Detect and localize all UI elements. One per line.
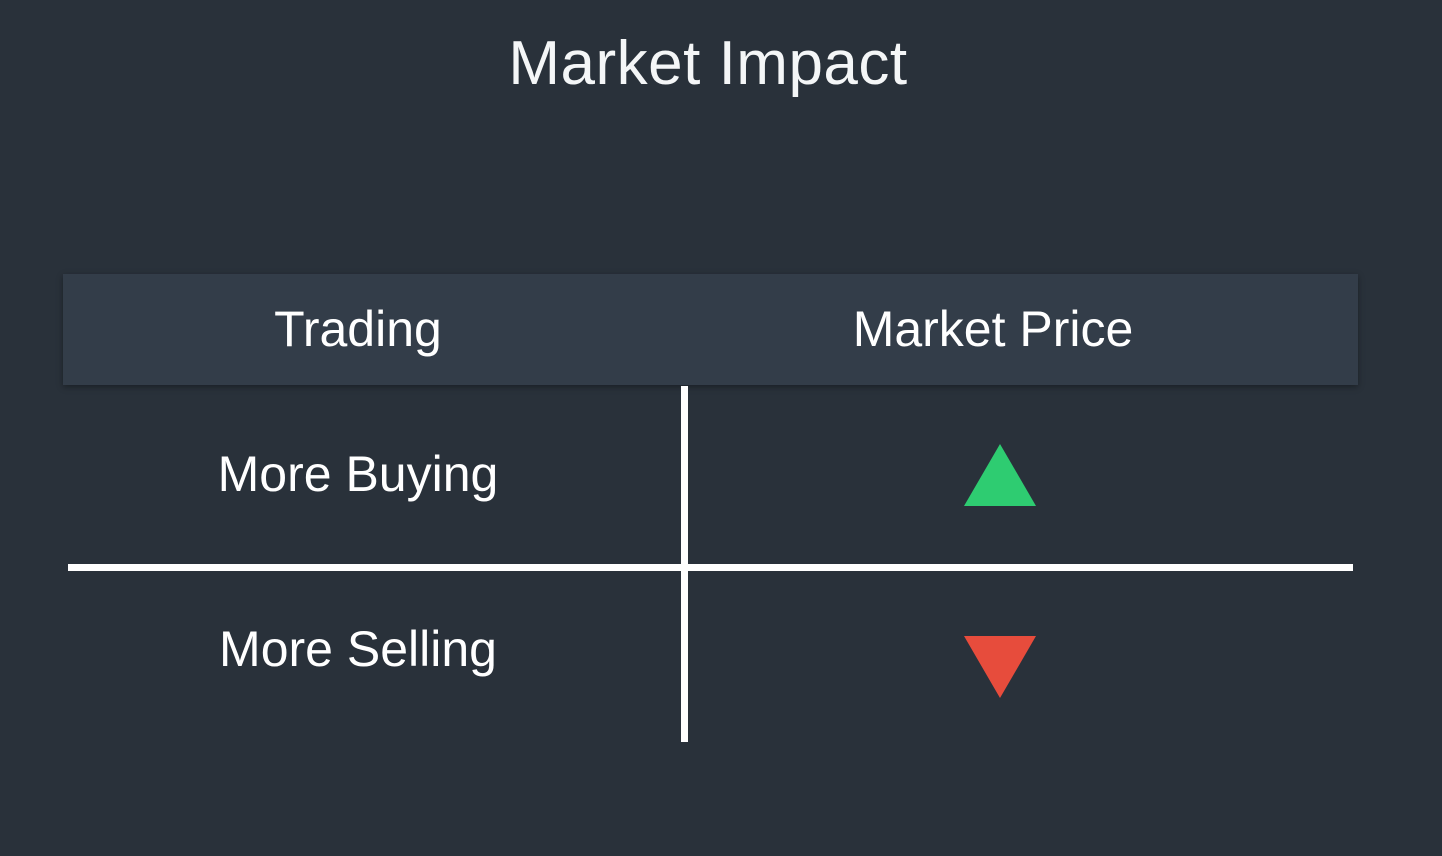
row-label-more-selling: More Selling [219,621,497,677]
page-title: Market Impact [508,29,908,98]
price-down-triangle [964,636,1036,698]
column-header-trading: Trading [274,301,442,357]
triangle-up-icon [964,444,1036,506]
triangle-down-icon [964,636,1036,698]
row-divider [68,564,1353,571]
table-header: Trading Market Price [63,274,1358,385]
row-label-more-buying: More Buying [217,446,499,502]
price-up-triangle [964,444,1036,506]
column-header-market-price: Market Price [852,301,1134,357]
